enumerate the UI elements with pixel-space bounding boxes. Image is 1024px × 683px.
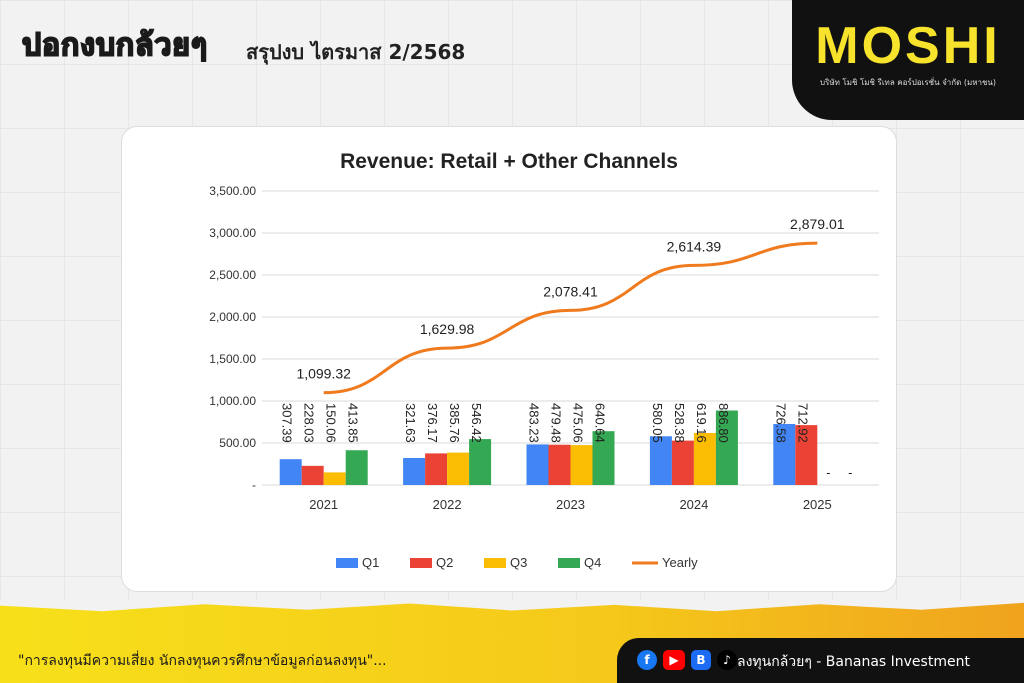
x-tick-label: 2022 [433,497,462,512]
brand-logo: MOSHI [815,17,1001,75]
revenue-chart: Revenue: Retail + Other Channels - 500.00 1… [209,150,879,570]
footer-tear-edge [0,600,1024,612]
legend-label: Q3 [510,555,527,570]
bar-q1-2023 [526,444,549,485]
social-icons: f ▶ B ♪ [637,650,737,670]
data-label: 321.63 [403,403,418,443]
bar-q2-2024 [671,440,694,485]
bar-q4-2023 [592,431,615,485]
y-tick-label: 2,500.00 [209,268,256,282]
bar-q3-2023 [570,445,593,485]
chart-title: Revenue: Retail + Other Channels [340,150,678,173]
legend-swatch-q2 [410,558,432,568]
data-label: 726.58 [773,403,788,443]
y-tick-label: 1,000.00 [209,394,256,408]
social-channel-name: ลงทุนกล้วยๆ - Bananas Investment [737,654,970,670]
x-tick-label: 2023 [556,497,585,512]
bar-q4-2021 [345,450,368,485]
data-label: - [826,465,830,480]
y-tick-label: 3,000.00 [209,226,256,240]
y-tick-label: - [252,478,256,492]
bar-q2-2021 [301,465,324,485]
data-label: 886.80 [716,403,731,443]
data-label: 580.05 [650,403,665,443]
bar-q1-2021 [279,459,302,485]
data-label: 483.23 [527,403,542,443]
y-tick-label: 500.00 [219,436,256,450]
legend-swatch-q4 [558,558,580,568]
legend-label: Yearly [662,555,698,570]
legend-label: Q2 [436,555,453,570]
data-label: 413.85 [346,403,361,443]
data-label: 228.03 [302,403,317,443]
legend-swatch-q1 [336,558,358,568]
data-label: 150.06 [324,403,339,443]
disclaimer-text: "การลงทุนมีความเสี่ยง นักลงทุนควรศึกษาข้… [18,653,387,669]
tiktok-icon[interactable]: ♪ [717,650,737,670]
x-tick-label: 2024 [679,497,708,512]
data-label: 376.17 [425,403,440,443]
blockdit-icon[interactable]: B [691,650,711,670]
yearly-data-label: 2,879.01 [790,216,845,232]
data-label: 528.38 [672,403,687,443]
yearly-data-label: 1,099.32 [296,366,351,382]
legend-label: Q4 [584,555,601,570]
yearly-data-label: 2,078.41 [543,283,598,299]
data-label: 385.76 [447,403,462,443]
bar-q2-2025 [795,425,818,485]
data-label: 479.48 [549,403,564,443]
social-bar: f ▶ B ♪ ลงทุนกล้วยๆ - Bananas Investment [617,638,1024,683]
data-label: 546.42 [469,403,484,443]
facebook-icon[interactable]: f [637,650,657,670]
x-tick-label: 2021 [309,497,338,512]
brand-panel: MOSHI บริษัท โมชิ โมชิ รีเทล คอร์ปอเรชั่… [792,0,1024,120]
brand-company-name: บริษัท โมชิ โมชิ รีเทล คอร์ปอเรชั่น จำกั… [819,78,997,87]
page-title: สรุปงบ ไตรมาส 2/2568 [246,40,466,64]
bar-q1-2025 [773,423,796,485]
yearly-line [323,241,818,395]
x-tick-label: 2025 [803,497,832,512]
legend-label: Q1 [362,555,379,570]
bar-q2-2023 [548,444,571,485]
legend-swatch-q3 [484,558,506,568]
bar-q3-2021 [323,472,346,485]
chart-card: Revenue: Retail + Other Channels - 500.00 1… [121,126,897,592]
y-tick-label: 1,500.00 [209,352,256,366]
data-label: 619.16 [694,403,709,443]
bar-q1-2022 [403,457,426,485]
yearly-data-label: 1,629.98 [420,321,475,337]
data-label: 307.39 [280,403,295,443]
bar-q2-2022 [425,453,448,485]
bar-q4-2022 [469,439,492,485]
data-label: - [848,465,852,480]
yearly-data-label: 2,614.39 [667,238,722,254]
data-label: 475.06 [571,403,586,443]
data-label: 640.64 [593,403,608,443]
header-logo: ปอกงบกล้วยๆ [21,27,209,64]
y-tick-label: 2,000.00 [209,310,256,324]
y-tick-label: 3,500.00 [209,184,256,198]
bar-q3-2024 [693,432,716,485]
youtube-icon[interactable]: ▶ [663,650,685,670]
bar-q4-2024 [715,410,738,485]
bar-q3-2022 [447,452,470,485]
data-label: 712.92 [795,403,810,443]
bar-q1-2024 [649,436,672,485]
